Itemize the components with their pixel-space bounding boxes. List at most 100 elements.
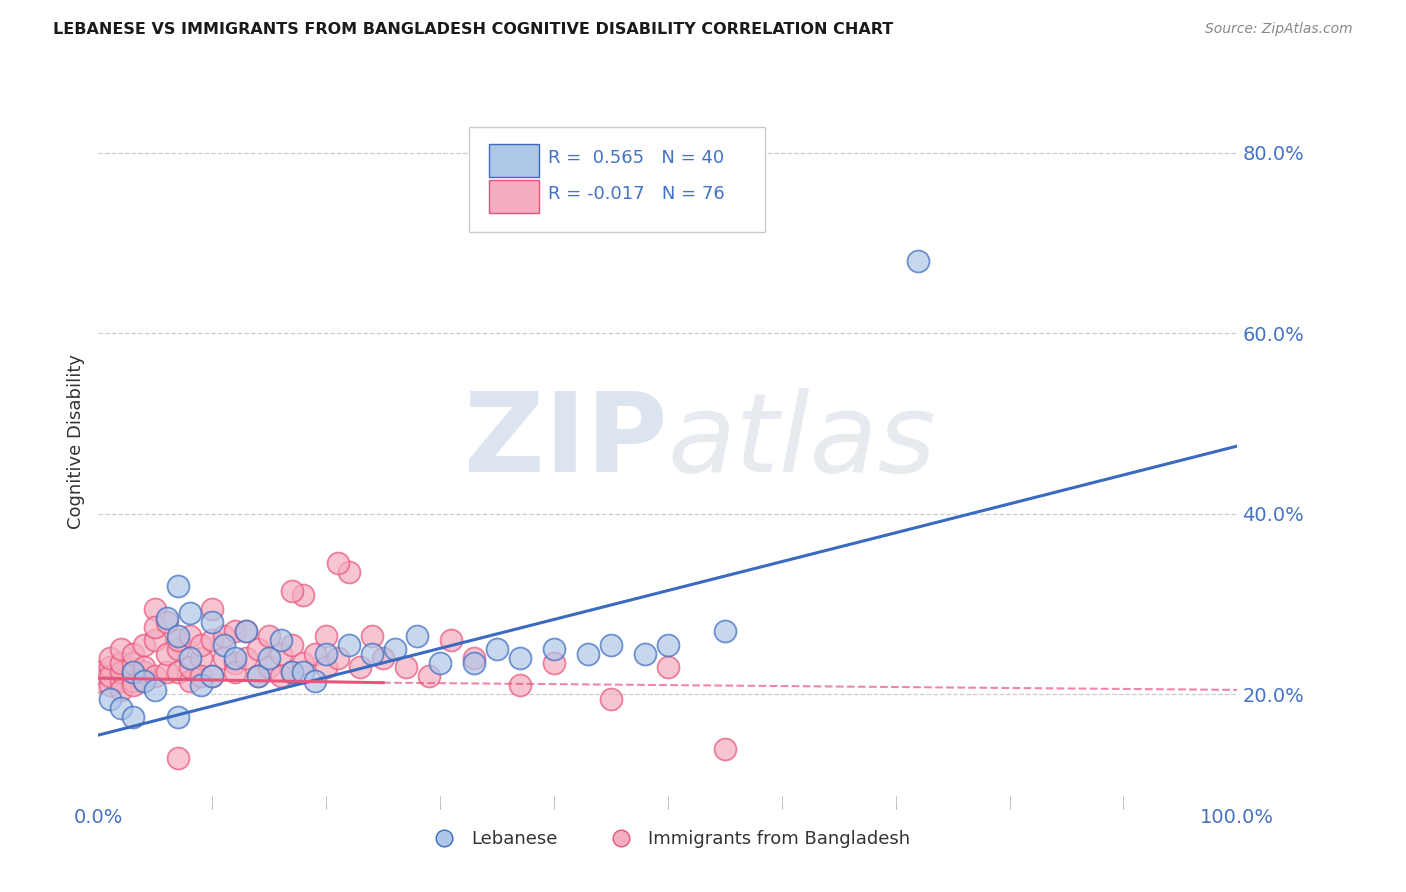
Point — [315, 660, 337, 674]
Point — [246, 642, 269, 657]
Point — [179, 629, 201, 643]
Point — [110, 656, 132, 670]
Point — [212, 651, 235, 665]
Text: ZIP: ZIP — [464, 388, 668, 495]
Point — [714, 741, 737, 756]
Point — [224, 656, 246, 670]
Point — [463, 651, 485, 665]
Point — [190, 638, 212, 652]
Point — [292, 656, 315, 670]
Point — [132, 665, 155, 679]
Point — [110, 673, 132, 688]
Point — [315, 647, 337, 661]
Point — [156, 665, 179, 679]
Point — [121, 665, 143, 679]
Point — [292, 588, 315, 602]
Point — [156, 610, 179, 624]
Point — [190, 651, 212, 665]
Point — [235, 624, 257, 639]
Point — [212, 638, 235, 652]
Point — [201, 601, 224, 615]
Point — [657, 638, 679, 652]
Point — [259, 629, 281, 643]
Point — [132, 660, 155, 674]
Point — [201, 669, 224, 683]
Point — [110, 682, 132, 697]
Point — [98, 678, 121, 692]
Point — [714, 624, 737, 639]
Point — [145, 633, 167, 648]
Point — [486, 642, 509, 657]
Point — [634, 647, 657, 661]
Text: R =  0.565   N = 40: R = 0.565 N = 40 — [548, 149, 724, 167]
Point — [315, 629, 337, 643]
Point — [132, 673, 155, 688]
Point — [384, 642, 406, 657]
Point — [440, 633, 463, 648]
Text: LEBANESE VS IMMIGRANTS FROM BANGLADESH COGNITIVE DISABILITY CORRELATION CHART: LEBANESE VS IMMIGRANTS FROM BANGLADESH C… — [53, 22, 894, 37]
Point — [190, 678, 212, 692]
Point — [145, 601, 167, 615]
Point — [304, 647, 326, 661]
Point — [349, 660, 371, 674]
Point — [167, 642, 190, 657]
Point — [418, 669, 440, 683]
Point — [463, 656, 485, 670]
Point — [657, 660, 679, 674]
Point — [121, 673, 143, 688]
Point — [121, 656, 143, 670]
Y-axis label: Cognitive Disability: Cognitive Disability — [66, 354, 84, 529]
Point — [167, 665, 190, 679]
FancyBboxPatch shape — [489, 180, 538, 213]
FancyBboxPatch shape — [468, 128, 765, 232]
Point — [270, 647, 292, 661]
Point — [179, 673, 201, 688]
FancyBboxPatch shape — [489, 144, 538, 178]
Point — [543, 642, 565, 657]
Point — [132, 638, 155, 652]
Point — [98, 660, 121, 674]
Point — [907, 253, 929, 268]
Point — [212, 629, 235, 643]
Point — [235, 624, 257, 639]
Point — [121, 678, 143, 692]
Point — [326, 557, 349, 571]
Point — [145, 682, 167, 697]
Point — [167, 633, 190, 648]
Point — [371, 651, 394, 665]
Point — [281, 638, 304, 652]
Point — [179, 660, 201, 674]
Text: atlas: atlas — [668, 388, 936, 495]
Point — [281, 665, 304, 679]
Point — [600, 692, 623, 706]
Point — [259, 651, 281, 665]
Point — [201, 669, 224, 683]
Point — [98, 669, 121, 683]
Point — [201, 615, 224, 630]
Point — [326, 651, 349, 665]
Point — [167, 750, 190, 764]
Point — [360, 629, 382, 643]
Point — [98, 692, 121, 706]
Point — [145, 669, 167, 683]
Point — [395, 660, 418, 674]
Point — [600, 638, 623, 652]
Point — [110, 665, 132, 679]
Point — [281, 665, 304, 679]
Point — [259, 660, 281, 674]
Point — [190, 669, 212, 683]
Point — [179, 606, 201, 620]
Point — [337, 566, 360, 580]
Point — [110, 701, 132, 715]
Legend: Lebanese, Immigrants from Bangladesh: Lebanese, Immigrants from Bangladesh — [419, 822, 917, 855]
Point — [509, 678, 531, 692]
Point — [406, 629, 429, 643]
Point — [156, 647, 179, 661]
Point — [246, 669, 269, 683]
Point — [292, 665, 315, 679]
Point — [145, 620, 167, 634]
Point — [304, 673, 326, 688]
Point — [201, 633, 224, 648]
Point — [224, 624, 246, 639]
Point — [121, 665, 143, 679]
